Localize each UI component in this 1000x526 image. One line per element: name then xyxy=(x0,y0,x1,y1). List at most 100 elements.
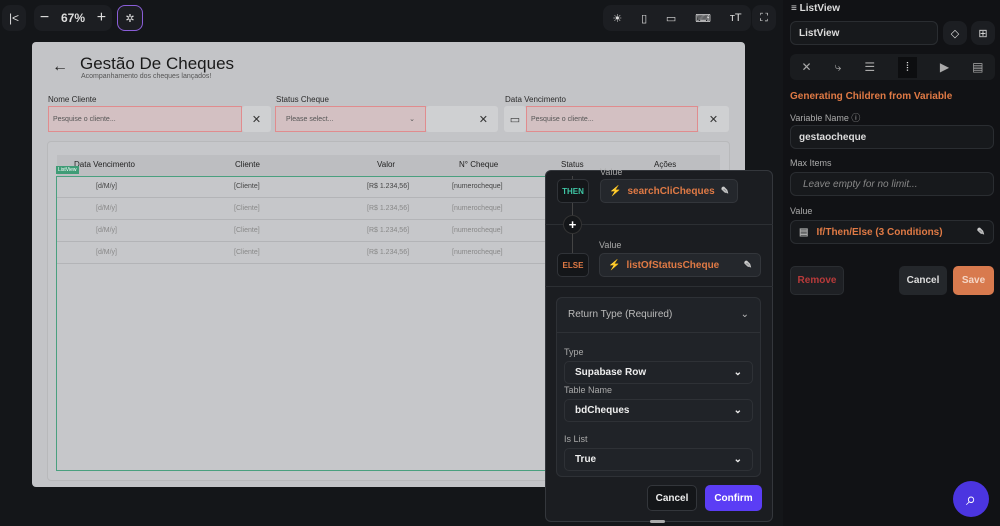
return-type-header[interactable]: Return Type (Required) ⌄ xyxy=(556,297,761,333)
save-button[interactable]: Save xyxy=(953,266,994,295)
add-button[interactable]: ⊞ xyxy=(971,21,995,45)
panel-tabs: ✕ ⤷ ☰ ⦙ ▶ ▤ xyxy=(790,54,995,80)
cell: [d/M/y] xyxy=(96,205,118,212)
tab-properties-icon[interactable]: ✕ xyxy=(801,60,812,74)
variable-name-label: Variable Name ⓘ xyxy=(790,111,860,124)
table-row[interactable]: [d/M/y] [Cliente] [R$ 1.234,56] [numerocheq… xyxy=(57,176,720,198)
collapse-sidebar-button[interactable]: |< xyxy=(2,5,26,31)
close-icon: ✕ xyxy=(251,113,262,126)
cancel-button[interactable]: Cancel xyxy=(899,266,947,295)
table-name-label: Table Name xyxy=(564,385,613,395)
chevron-down-icon: ⌄ xyxy=(733,367,742,378)
tree-button[interactable]: ⛶ xyxy=(752,5,776,31)
cell: [Cliente] xyxy=(234,227,260,234)
filter-label: Nome Cliente xyxy=(48,95,97,104)
sparkle-icon: ✲ xyxy=(125,12,135,25)
filter-label: Status Cheque xyxy=(276,95,329,104)
add-condition-button[interactable]: + xyxy=(563,215,582,234)
column-header: Valor xyxy=(377,160,396,169)
listview-tag: ListView xyxy=(56,166,79,174)
table-row[interactable]: [d/M/y] [Cliente] [R$ 1.234,56] [numerocheq… xyxy=(57,220,720,242)
table-name-select[interactable]: bdCheques ⌄ xyxy=(564,399,753,422)
is-list-select[interactable]: True ⌄ xyxy=(564,448,753,471)
diamond-button[interactable]: ◇ xyxy=(943,21,967,45)
variable-name-input[interactable]: gestaocheque xyxy=(790,125,994,149)
table-row[interactable]: [d/M/y] [Cliente] [R$ 1.234,56] [numerocheq… xyxy=(57,198,720,220)
info-icon: ⓘ xyxy=(851,113,861,123)
phone-icon[interactable]: ▯ xyxy=(641,12,648,25)
then-value-field[interactable]: ⚡ searchCliCheques ✎ xyxy=(600,179,738,203)
chevron-down-icon: ⌄ xyxy=(409,116,415,123)
panel-title: ListView xyxy=(799,3,841,14)
search-icon: ⌕ xyxy=(965,488,977,509)
divider xyxy=(545,224,773,225)
keyboard-icon[interactable]: ⌨ xyxy=(695,12,712,25)
value-label: Value xyxy=(599,240,622,250)
cell: [R$ 1.234,56] xyxy=(367,227,410,234)
type-label: Type xyxy=(564,347,584,357)
confirm-button[interactable]: Confirm xyxy=(705,485,762,511)
theme-icon[interactable]: ☀ xyxy=(612,12,623,25)
table-row[interactable]: [d/M/y] [Cliente] [R$ 1.234,56] [numerocheq… xyxy=(57,242,720,264)
cancel-button[interactable]: Cancel xyxy=(647,485,697,511)
tab-generate-children-icon[interactable]: ⦙ xyxy=(898,56,917,78)
text-size-icon[interactable]: тT xyxy=(729,12,742,24)
cell: [numerocheque] xyxy=(452,205,503,212)
properties-panel xyxy=(783,0,1000,526)
ai-tool-button[interactable]: ✲ xyxy=(117,5,143,31)
filter-label: Data Vencimento xyxy=(505,95,566,104)
tab-actions-icon[interactable]: ⤷ xyxy=(834,59,842,74)
column-header: Status xyxy=(561,160,584,169)
client-search-input[interactable]: Pesquise o cliente... xyxy=(48,106,242,132)
type-value: Supabase Row xyxy=(575,367,647,378)
cell: [d/M/y] xyxy=(96,249,118,256)
type-select[interactable]: Supabase Row ⌄ xyxy=(564,361,753,384)
zoom-out-button[interactable]: − xyxy=(39,9,50,26)
max-items-label: Max Items xyxy=(790,158,832,168)
return-type-label: Return Type (Required) xyxy=(568,309,673,320)
edit-icon[interactable]: ✎ xyxy=(743,259,752,271)
else-value: listOfStatusCheque xyxy=(626,259,720,271)
column-header: Data Vencimento xyxy=(74,160,135,169)
value-label: Value xyxy=(790,206,813,216)
return-type-section xyxy=(556,297,761,477)
else-badge: ELSE xyxy=(557,253,589,277)
cell: [Cliente] xyxy=(234,249,260,256)
tab-doc-icon[interactable]: ▤ xyxy=(972,60,984,74)
chevron-down-icon: ⌄ xyxy=(733,405,742,416)
chevron-down-icon: ⌄ xyxy=(740,309,749,320)
is-list-value: True xyxy=(575,454,597,465)
edit-icon[interactable]: ✎ xyxy=(976,226,985,238)
zoom-in-button[interactable]: + xyxy=(96,9,107,26)
chevron-down-icon: ⌄ xyxy=(733,454,742,465)
tablet-icon[interactable]: ▭ xyxy=(665,12,677,25)
clear-date-button[interactable]: ✕ xyxy=(698,106,729,132)
panel-header: ≡ ListView xyxy=(791,3,840,14)
calendar-icon[interactable]: ▭ xyxy=(504,106,526,132)
widget-name-input[interactable]: ListView xyxy=(790,21,938,45)
value-field[interactable]: ▤ If/Then/Else (3 Conditions) ✎ xyxy=(790,220,994,244)
else-value-field[interactable]: ⚡ listOfStatusCheque ✎ xyxy=(599,253,761,277)
column-header: Cliente xyxy=(235,160,260,169)
resize-handle[interactable] xyxy=(650,520,665,523)
preview-toolbar: ☀ ▯ ▭ ⌨ тT xyxy=(603,5,751,31)
diamond-icon: ◇ xyxy=(950,27,960,40)
status-select[interactable]: Please select... ⌄ xyxy=(275,106,426,132)
back-arrow-icon[interactable]: ← xyxy=(52,58,68,75)
is-list-label: Is List xyxy=(564,434,588,444)
divider xyxy=(545,286,773,287)
edit-icon[interactable]: ✎ xyxy=(720,185,730,197)
max-items-input[interactable]: Leave empty for no limit... xyxy=(790,172,994,196)
clear-client-button[interactable]: ✕ xyxy=(242,106,271,132)
zoom-control: − 67% + xyxy=(34,5,112,31)
cell: [numerocheque] xyxy=(452,227,503,234)
tab-play-icon[interactable]: ▶ xyxy=(939,60,950,74)
add-doc-icon: ⊞ xyxy=(978,27,988,40)
then-value: searchCliCheques xyxy=(627,185,715,197)
clear-status-button[interactable]: ✕ xyxy=(426,106,498,132)
collapse-icon: |< xyxy=(8,11,20,25)
date-input[interactable]: Pesquise o cliente... xyxy=(526,106,698,132)
search-fab[interactable]: ⌕ xyxy=(953,481,989,517)
remove-button[interactable]: Remove xyxy=(790,266,844,295)
tab-layout-icon[interactable]: ☰ xyxy=(864,60,876,74)
